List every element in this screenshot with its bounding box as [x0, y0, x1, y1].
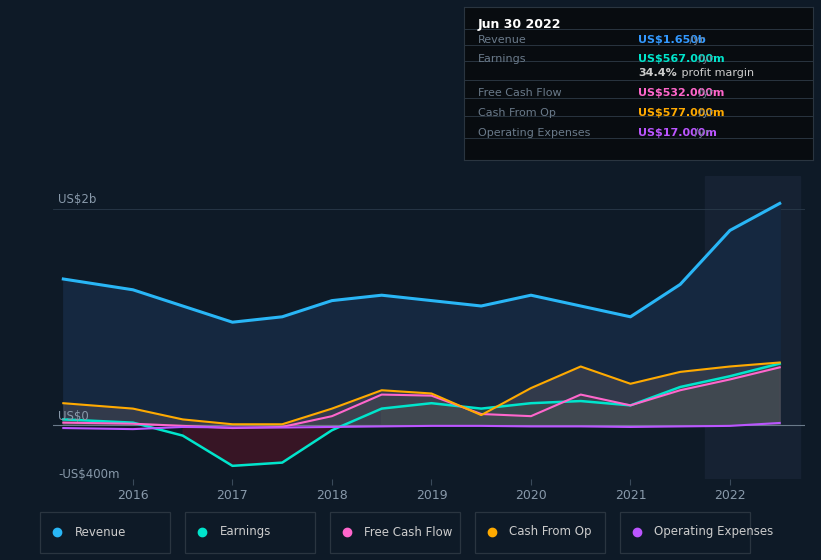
Text: Cash From Op: Cash From Op: [510, 525, 592, 539]
Text: Earnings: Earnings: [478, 54, 526, 64]
Text: US$532.000m: US$532.000m: [639, 88, 725, 98]
Text: US$577.000m: US$577.000m: [639, 108, 725, 118]
Text: Jun 30 2022: Jun 30 2022: [478, 18, 562, 31]
Text: Free Cash Flow: Free Cash Flow: [478, 88, 562, 98]
Text: Earnings: Earnings: [219, 525, 271, 539]
Text: profit margin: profit margin: [678, 68, 754, 78]
Text: /yr: /yr: [695, 54, 713, 64]
Text: Operating Expenses: Operating Expenses: [478, 128, 590, 138]
Text: US$17.000m: US$17.000m: [639, 128, 718, 138]
Text: -US$400m: -US$400m: [58, 468, 120, 481]
Bar: [705, 176, 800, 479]
Text: US$567.000m: US$567.000m: [639, 54, 725, 64]
Text: Free Cash Flow: Free Cash Flow: [365, 525, 453, 539]
Text: Revenue: Revenue: [75, 525, 126, 539]
Text: /yr: /yr: [686, 35, 705, 45]
Text: US$1.650b: US$1.650b: [639, 35, 706, 45]
Text: US$0: US$0: [58, 410, 89, 423]
Text: US$2b: US$2b: [58, 193, 97, 206]
Text: Operating Expenses: Operating Expenses: [654, 525, 773, 539]
Text: /yr: /yr: [690, 128, 709, 138]
Text: /yr: /yr: [695, 88, 713, 98]
Text: Revenue: Revenue: [478, 35, 526, 45]
Text: /yr: /yr: [695, 108, 713, 118]
Text: Cash From Op: Cash From Op: [478, 108, 556, 118]
Text: 34.4%: 34.4%: [639, 68, 677, 78]
